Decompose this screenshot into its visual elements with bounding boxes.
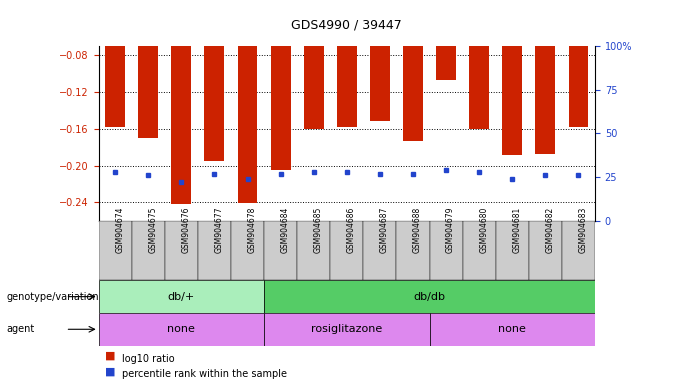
Text: GSM904688: GSM904688 xyxy=(413,207,422,253)
Text: GSM904678: GSM904678 xyxy=(248,207,256,253)
Text: agent: agent xyxy=(7,324,35,334)
Bar xyxy=(430,313,595,346)
Bar xyxy=(370,46,390,121)
Text: GSM904686: GSM904686 xyxy=(347,207,356,253)
Text: GSM904685: GSM904685 xyxy=(313,207,323,253)
Bar xyxy=(337,46,357,127)
Text: GSM904679: GSM904679 xyxy=(446,207,455,253)
Bar xyxy=(99,280,264,313)
Text: GDS4990 / 39447: GDS4990 / 39447 xyxy=(292,18,402,31)
Bar xyxy=(535,46,556,154)
Bar xyxy=(264,221,297,280)
Text: GSM904675: GSM904675 xyxy=(148,207,157,253)
Text: rosiglitazone: rosiglitazone xyxy=(311,324,382,334)
Text: genotype/variation: genotype/variation xyxy=(7,291,99,302)
Text: GSM904683: GSM904683 xyxy=(579,207,588,253)
Text: GSM904677: GSM904677 xyxy=(214,207,224,253)
Text: GSM904682: GSM904682 xyxy=(545,207,554,253)
Bar xyxy=(237,46,258,204)
Bar xyxy=(264,280,595,313)
Text: db/db: db/db xyxy=(413,291,445,302)
Bar xyxy=(562,221,595,280)
Bar xyxy=(198,221,231,280)
Text: percentile rank within the sample: percentile rank within the sample xyxy=(122,369,288,379)
Bar xyxy=(271,46,290,170)
Bar xyxy=(436,46,456,80)
Bar xyxy=(231,221,264,280)
Bar xyxy=(297,221,330,280)
Bar xyxy=(304,46,324,129)
Bar xyxy=(264,313,430,346)
Text: GSM904680: GSM904680 xyxy=(479,207,488,253)
Text: ■: ■ xyxy=(105,366,116,376)
Text: db/+: db/+ xyxy=(168,291,195,302)
Bar xyxy=(330,221,363,280)
Text: GSM904676: GSM904676 xyxy=(182,207,190,253)
Bar xyxy=(503,46,522,155)
Text: ■: ■ xyxy=(105,351,116,361)
Text: GSM904681: GSM904681 xyxy=(512,207,522,253)
Bar xyxy=(529,221,562,280)
Bar xyxy=(165,221,198,280)
Bar xyxy=(462,221,496,280)
Bar xyxy=(105,46,125,127)
Bar xyxy=(363,221,396,280)
Bar xyxy=(205,46,224,161)
Text: GSM904674: GSM904674 xyxy=(115,207,124,253)
Text: GSM904687: GSM904687 xyxy=(380,207,389,253)
Text: none: none xyxy=(167,324,195,334)
Bar xyxy=(138,46,158,138)
Bar xyxy=(469,46,489,129)
Bar xyxy=(568,46,588,127)
Bar xyxy=(496,221,529,280)
Text: none: none xyxy=(498,324,526,334)
Bar xyxy=(430,221,462,280)
Bar xyxy=(99,313,264,346)
Bar xyxy=(396,221,430,280)
Bar xyxy=(171,46,191,204)
Bar xyxy=(132,221,165,280)
Bar xyxy=(403,46,423,141)
Text: log10 ratio: log10 ratio xyxy=(122,354,175,364)
Bar xyxy=(99,221,132,280)
Text: GSM904684: GSM904684 xyxy=(281,207,290,253)
